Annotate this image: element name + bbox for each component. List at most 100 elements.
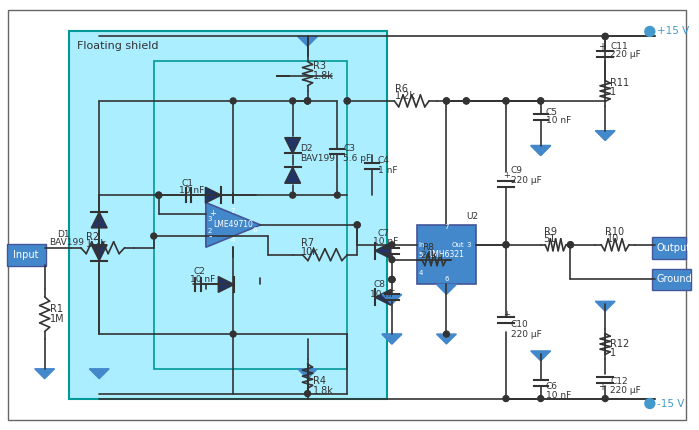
Circle shape [389,257,395,263]
Polygon shape [596,301,615,311]
Text: 1.2k: 1.2k [395,91,416,101]
Circle shape [389,276,395,283]
Text: +15 V: +15 V [657,27,689,37]
Circle shape [443,98,449,104]
Text: C9: C9 [511,166,523,175]
Text: -15 V: -15 V [657,399,684,408]
Polygon shape [206,187,222,203]
Text: 6: 6 [253,227,257,233]
Circle shape [645,399,655,408]
Text: -: - [209,231,212,241]
Polygon shape [298,37,317,46]
Text: C3: C3 [343,144,355,153]
Circle shape [389,276,395,283]
Text: 1 nF: 1 nF [378,166,398,175]
Circle shape [603,396,608,402]
Circle shape [305,98,310,104]
Text: +: + [209,209,216,218]
Text: 5.6 pF: 5.6 pF [343,154,371,163]
Text: C11: C11 [610,42,628,51]
Circle shape [463,98,469,104]
Text: 7: 7 [231,208,236,214]
Polygon shape [92,245,107,261]
Text: 10 nF: 10 nF [178,186,204,195]
Text: 220 μF: 220 μF [511,329,542,338]
Circle shape [389,242,395,248]
Polygon shape [92,212,107,228]
Text: C1: C1 [182,179,194,188]
Polygon shape [375,243,391,259]
Text: C5: C5 [546,108,558,117]
Text: 10 nF: 10 nF [373,237,398,246]
Text: 10 nF: 10 nF [370,290,396,299]
Text: In: In [419,242,425,248]
Text: 10 nF: 10 nF [191,275,216,284]
Text: 7: 7 [444,224,449,230]
Polygon shape [531,145,551,156]
Text: R3: R3 [312,61,326,71]
Text: +: + [503,171,510,180]
Text: R10: R10 [605,227,624,237]
Text: 10k: 10k [301,247,319,257]
Circle shape [503,242,509,248]
FancyBboxPatch shape [69,31,387,399]
Text: 1: 1 [610,348,617,358]
Text: Output: Output [657,243,691,253]
Circle shape [305,390,310,396]
Polygon shape [375,289,391,305]
Polygon shape [382,334,402,344]
Polygon shape [298,369,317,379]
FancyBboxPatch shape [652,237,686,259]
FancyBboxPatch shape [154,61,347,369]
Text: 6: 6 [444,276,449,283]
Polygon shape [437,285,456,295]
Polygon shape [596,131,615,141]
Polygon shape [284,167,301,183]
Polygon shape [437,334,456,344]
Text: 4: 4 [419,270,423,276]
Circle shape [503,98,509,104]
Text: Floating shield: Floating shield [78,41,159,51]
FancyBboxPatch shape [652,269,691,290]
Circle shape [345,98,350,104]
Text: 1: 1 [610,87,617,97]
Circle shape [603,34,608,40]
Circle shape [443,331,449,337]
Text: R2: R2 [86,232,99,242]
Polygon shape [89,369,109,379]
Circle shape [289,98,296,104]
Circle shape [289,192,296,198]
Circle shape [389,276,395,283]
Text: D2: D2 [301,144,313,153]
Text: LMH6321: LMH6321 [428,250,464,259]
Circle shape [443,98,449,104]
Text: R7: R7 [301,238,314,248]
Polygon shape [531,351,551,361]
Circle shape [345,98,350,104]
Circle shape [230,98,236,104]
Text: 220 μF: 220 μF [511,176,542,185]
Circle shape [603,34,608,40]
Text: 10 nF: 10 nF [546,116,571,125]
Text: R4: R4 [312,376,326,386]
Polygon shape [531,145,551,156]
Text: +: + [503,310,510,319]
Circle shape [156,192,161,198]
Text: Ground: Ground [657,274,693,285]
Circle shape [568,242,573,248]
Text: Out: Out [452,242,464,248]
Circle shape [305,98,310,104]
Circle shape [151,233,157,239]
Text: 1.8k: 1.8k [312,386,333,396]
FancyBboxPatch shape [7,244,45,266]
Circle shape [354,222,360,228]
Circle shape [645,27,655,37]
Polygon shape [382,295,402,304]
Text: R11: R11 [610,78,629,88]
Text: 5: 5 [419,252,423,258]
Circle shape [156,192,161,198]
Text: C2: C2 [194,267,206,276]
Text: BAV199: BAV199 [50,238,85,247]
Text: 4: 4 [231,237,236,243]
Circle shape [503,396,509,402]
